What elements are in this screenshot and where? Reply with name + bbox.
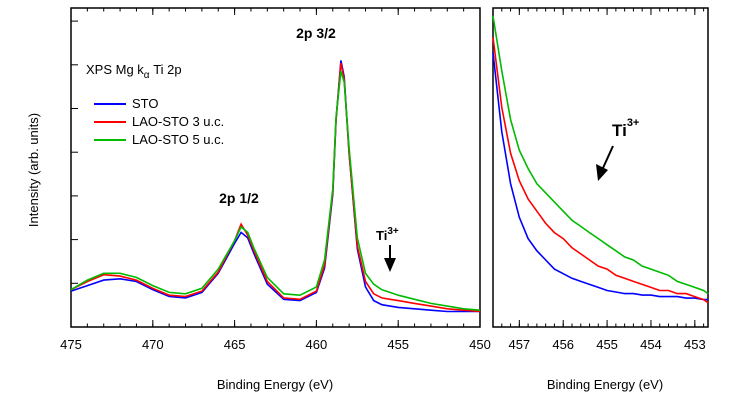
zoom-x-tick-label: 455 (596, 337, 618, 352)
peak-label-2p12: 2p 1/2 (219, 190, 259, 206)
legend-label-lao-sto-3uc: LAO-STO 3 u.c. (132, 114, 224, 129)
legend: STO LAO-STO 3 u.c. LAO-STO 5 u.c. (94, 96, 224, 147)
main-x-axis-title: Binding Energy (eV) (217, 377, 333, 392)
ti3-arrow-zoom (596, 145, 614, 181)
zoom-x-tick-label: 456 (552, 337, 574, 352)
main-x-tick-label: 450 (469, 337, 491, 352)
main-series-group (70, 60, 481, 313)
zoom-plot-frame (492, 7, 709, 328)
main-series-line-sto (70, 60, 480, 313)
main-y-ticks (71, 20, 78, 284)
zoom-x-tick-label: 453 (684, 337, 706, 352)
zoom-spectrum-panel: 457 456 455 454 453 Binding Energy (eV) Ti3+ (492, 7, 709, 392)
ti3-label-main: Ti3+ (376, 226, 399, 243)
main-spectrum-panel: 475 470 465 460 455 450 Intensity (arb. units… (26, 7, 491, 392)
ti3-superscript-main: 3+ (387, 226, 399, 237)
y-axis-title: Intensity (arb. units) (26, 113, 41, 227)
ti3-arrow-main (384, 245, 396, 272)
zoom-x-tick-label: 457 (508, 337, 530, 352)
zoom-series-group (492, 15, 709, 304)
legend-label-lao-sto-5uc: LAO-STO 5 u.c. (132, 132, 224, 147)
main-series-line-lao-sto-3-u-c (70, 62, 481, 313)
ti3-superscript-zoom: 3+ (627, 117, 640, 129)
zoom-series-line-sto (492, 52, 708, 301)
zoom-x-ticks: 457 456 455 454 453 (492, 8, 706, 352)
zoom-series-line-lao-sto-3-u-c (492, 37, 709, 304)
main-plot-frame (70, 7, 481, 328)
zoom-x-axis-title: Binding Energy (eV) (547, 377, 663, 392)
main-x-tick-label: 475 (60, 337, 82, 352)
legend-label-sto: STO (132, 96, 159, 111)
main-x-ticks: 475 470 465 460 455 450 (60, 8, 491, 352)
zoom-series-line-lao-sto-5-u-c (492, 15, 709, 295)
xps-title-subscript: α (144, 70, 150, 81)
xps-title: XPS Mg kα Ti 2p (86, 62, 182, 81)
zoom-x-tick-label: 454 (640, 337, 662, 352)
peak-label-2p32: 2p 3/2 (296, 25, 336, 41)
main-series-line-lao-sto-5-u-c (70, 71, 481, 311)
main-x-tick-label: 470 (142, 337, 164, 352)
main-x-tick-label: 460 (306, 337, 328, 352)
ti3-label-zoom: Ti3+ (612, 117, 639, 140)
main-x-tick-label: 455 (387, 337, 409, 352)
main-x-tick-label: 465 (224, 337, 246, 352)
